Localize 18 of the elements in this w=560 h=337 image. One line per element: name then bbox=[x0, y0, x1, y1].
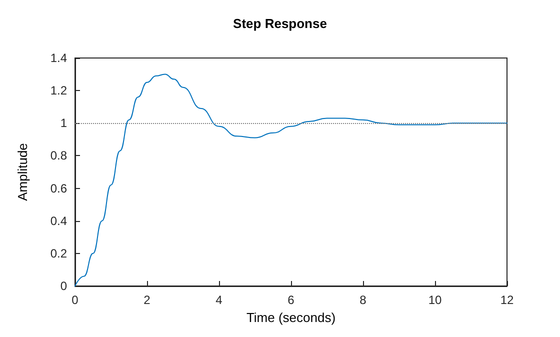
y-tick-label: 0.8 bbox=[50, 148, 68, 163]
x-tick-label: 6 bbox=[288, 293, 295, 307]
x-tick-label: 8 bbox=[360, 293, 367, 307]
y-tick-label: 1.4 bbox=[50, 51, 68, 65]
y-axis-title: Amplitude bbox=[15, 143, 30, 201]
y-tick-label: 0.2 bbox=[50, 246, 68, 260]
y-tick-label: 1 bbox=[60, 116, 68, 130]
y-tick-label: 0.4 bbox=[50, 214, 68, 228]
y-tick-label: 1.2 bbox=[50, 84, 68, 98]
x-tick-label: 4 bbox=[216, 293, 223, 307]
y-tick-label: 0 bbox=[60, 279, 68, 293]
x-tick-label: 2 bbox=[144, 293, 151, 307]
x-tick-label: 12 bbox=[500, 293, 514, 307]
x-tick-label: 10 bbox=[428, 293, 442, 307]
chart-title: Step Response bbox=[233, 16, 327, 31]
x-tick-label: 0 bbox=[72, 293, 79, 307]
y-tick-label: 0.6 bbox=[50, 181, 68, 196]
x-axis-title: Time (seconds) bbox=[246, 310, 336, 325]
